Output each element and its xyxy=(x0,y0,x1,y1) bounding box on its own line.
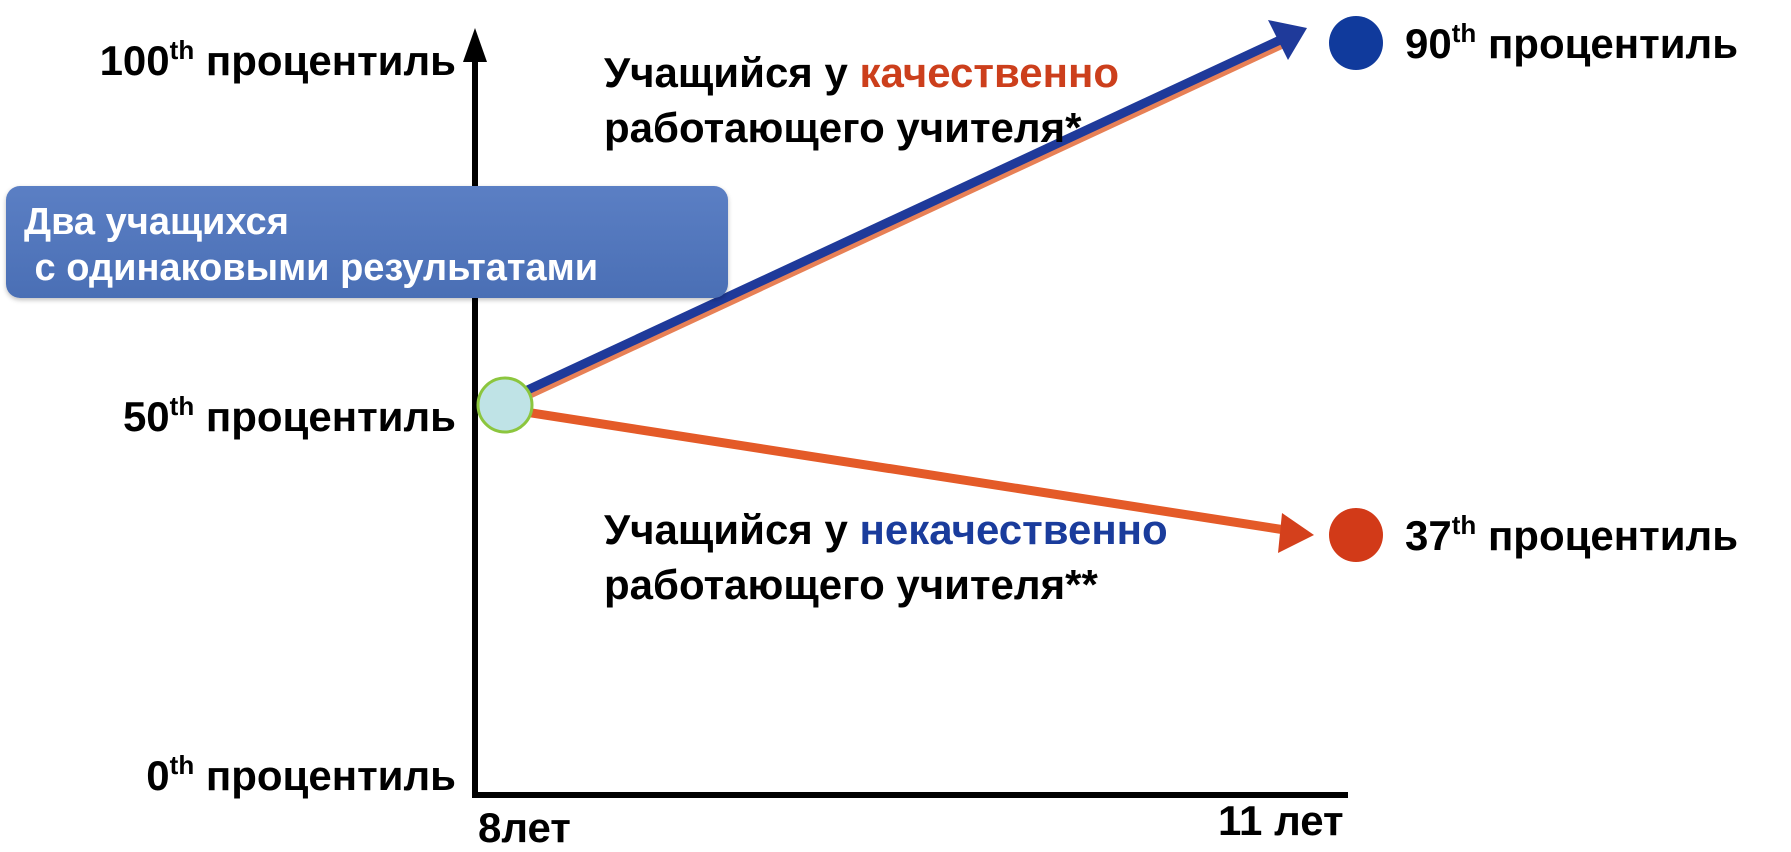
upper-end-point xyxy=(1329,16,1383,70)
x-label-end: 11 лет xyxy=(1218,797,1344,844)
x-label-start: 8лет xyxy=(478,804,571,851)
lower-annotation: Учащийся у некачественно работающего учи… xyxy=(604,503,1168,612)
two-students-callout: Два учащихся с одинаковыми результатами xyxy=(6,186,728,298)
y-label-50: 50th процентиль xyxy=(122,391,456,440)
start-point xyxy=(476,376,534,434)
upper-line2: работающего учителя* xyxy=(604,103,1082,151)
y-label-100: 100th процентиль xyxy=(99,35,456,84)
lower-line2: работающего учителя** xyxy=(604,560,1098,608)
y-axis-arrowhead xyxy=(463,28,487,62)
upper-arrow xyxy=(504,20,1307,408)
lower-end-point xyxy=(1329,508,1383,562)
upper-annotation: Учащийся у качественно работающего учите… xyxy=(604,46,1119,155)
upper-end-label: 90th процентиль xyxy=(1405,18,1739,67)
lower-prefix: Учащийся у xyxy=(604,506,860,553)
lower-highlight: некачественно xyxy=(859,506,1168,553)
lower-end-label: 37th процентиль xyxy=(1405,510,1739,559)
upper-highlight: качественно xyxy=(859,49,1119,96)
callout-line-2: с одинаковыми результатами xyxy=(24,246,599,289)
callout-line-1: Два учащихся xyxy=(24,201,289,243)
upper-prefix: Учащийся у xyxy=(604,49,860,96)
lower-arrow xyxy=(505,404,1314,553)
y-label-0: 0th процентиль xyxy=(146,750,456,799)
